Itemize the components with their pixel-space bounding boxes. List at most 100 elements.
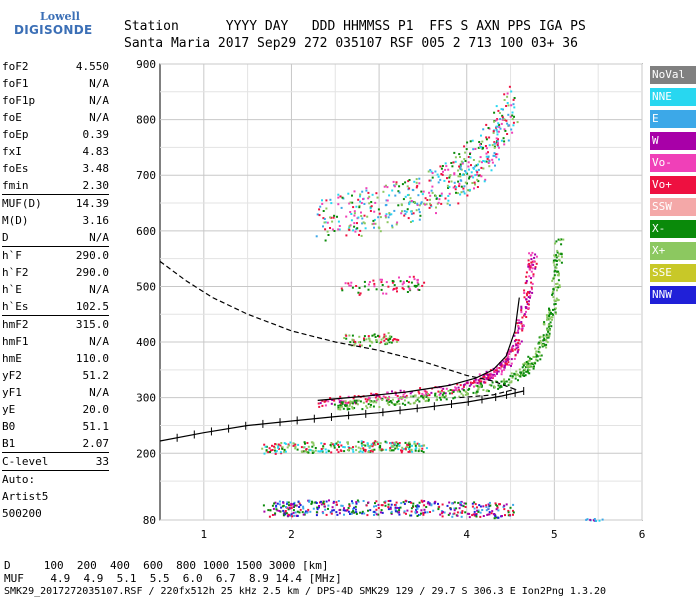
param-separator (2, 194, 109, 195)
echo-point (348, 404, 351, 407)
echo-point (381, 284, 384, 286)
echo-point (331, 399, 334, 401)
echo-point (403, 214, 406, 217)
echo-point (465, 148, 468, 151)
echo-point (275, 506, 278, 509)
echo-point (421, 284, 424, 287)
echo-point (415, 508, 418, 511)
echo-point (424, 392, 427, 395)
echo-point (294, 446, 297, 448)
echo-point (368, 202, 371, 205)
echo-point (419, 513, 421, 516)
legend-item-ssw: SSW (650, 198, 696, 216)
echo-point (494, 515, 497, 518)
echo-point (427, 501, 430, 504)
echo-point (464, 160, 467, 162)
echo-point (323, 503, 326, 505)
echo-point (322, 217, 325, 220)
echo-point (372, 442, 374, 445)
echo-point (286, 501, 289, 504)
echo-point (363, 285, 366, 288)
param-label: hmE (2, 352, 22, 365)
echo-point (559, 239, 562, 242)
echo-point (535, 262, 538, 265)
echo-point (557, 255, 560, 258)
echo-point (330, 451, 333, 454)
echo-point (375, 500, 378, 503)
echo-point (508, 348, 511, 351)
echo-point (418, 177, 421, 180)
echo-point (452, 513, 455, 516)
echo-point (539, 358, 542, 361)
echo-point (384, 440, 387, 443)
param-row: yE 20.0 (2, 401, 109, 418)
echo-point (513, 115, 515, 118)
echo-point (393, 503, 396, 506)
echo-point (521, 325, 524, 328)
echo-point (501, 114, 504, 117)
echo-point (560, 255, 563, 258)
echo-point (354, 508, 357, 511)
echo-point (340, 402, 343, 405)
echo-point (533, 365, 535, 368)
echo-point (453, 389, 456, 392)
echo-point (395, 444, 398, 447)
echo-point (330, 202, 333, 205)
echo-point (449, 389, 452, 391)
echo-point (388, 341, 391, 344)
echo-point (395, 501, 398, 504)
echo-point (420, 499, 423, 502)
echo-point (370, 205, 373, 208)
echo-point (507, 124, 510, 127)
echo-point (406, 446, 408, 448)
echo-point (431, 191, 434, 194)
echo-point (416, 504, 419, 507)
param-row: hmE 110.0 (2, 350, 109, 367)
echo-point (531, 282, 534, 285)
echo-point (288, 444, 291, 447)
echo-point (345, 234, 348, 237)
echo-point (401, 402, 404, 405)
echo-point (265, 449, 268, 452)
echo-point (482, 376, 485, 379)
echo-point (381, 504, 384, 507)
echo-point (273, 513, 276, 516)
echo-point (555, 297, 558, 300)
echo-point (528, 359, 531, 362)
echo-point (318, 506, 320, 509)
echo-point (437, 175, 440, 178)
echo-point (555, 260, 558, 262)
echo-point (448, 392, 451, 395)
echo-point (422, 451, 425, 454)
echo-point (396, 290, 398, 293)
echo-point (558, 284, 561, 287)
echo-point (453, 181, 456, 184)
echo-point (321, 404, 324, 407)
echo-point (511, 118, 514, 121)
echo-point (512, 98, 515, 101)
echo-point (367, 403, 370, 406)
echo-point (542, 339, 545, 342)
echo-point (324, 239, 327, 242)
echo-point (302, 507, 305, 510)
echo-point (408, 275, 411, 278)
echo-point (493, 386, 496, 389)
echo-point (458, 389, 460, 392)
echo-point (377, 503, 380, 506)
echo-point (393, 284, 396, 287)
echo-point (351, 407, 354, 410)
echo-point (511, 111, 514, 114)
echo-point (369, 449, 372, 452)
echo-point (537, 347, 540, 350)
param-label: B0 (2, 420, 16, 433)
echo-point (555, 283, 558, 285)
logo-lowell-text: Lowell (40, 10, 80, 23)
echo-point (443, 396, 446, 399)
echo-point (347, 442, 349, 445)
echo-point (298, 511, 301, 514)
echo-point (375, 341, 378, 343)
param-value: 3.16 (82, 214, 110, 227)
echo-point (337, 203, 340, 206)
echo-point (377, 394, 380, 397)
echo-point (511, 376, 514, 379)
